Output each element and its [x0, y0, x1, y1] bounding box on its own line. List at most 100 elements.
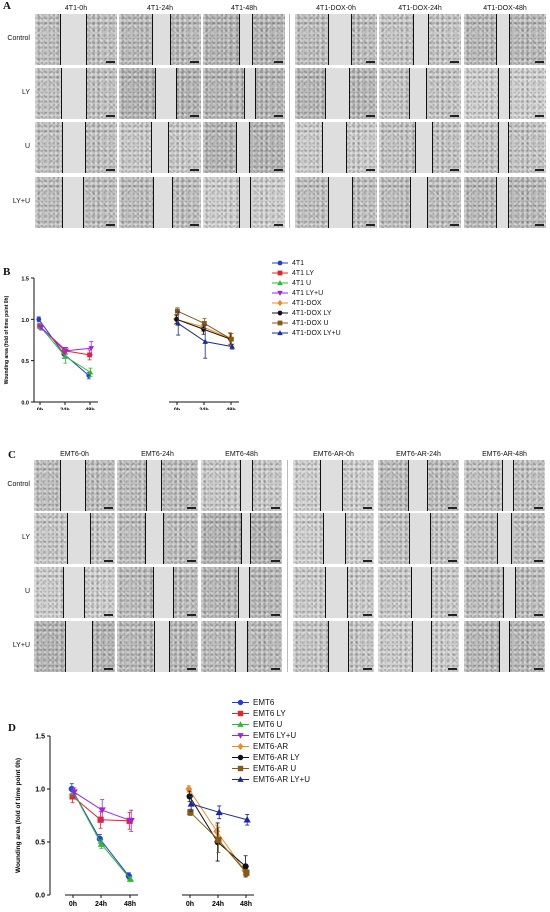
panel-d-letter: D — [8, 722, 16, 734]
wound-image-panel_a-0-5 — [464, 14, 546, 65]
legend-marker — [232, 699, 249, 706]
wound-image-panel_a-2-3 — [295, 122, 377, 173]
legend-item: EMT6-AR U — [232, 763, 310, 774]
legend-symbol — [277, 260, 283, 266]
data-point — [38, 325, 44, 331]
legend-item: EMT6 — [232, 697, 310, 708]
wound-image-panel_a-2-5 — [464, 122, 546, 173]
wound-image-panel_a-3-2 — [203, 177, 285, 228]
wound-image-panel_a-3-5 — [464, 177, 546, 228]
wound-image-panel_a-0-3 — [295, 14, 377, 65]
column-label: 4T1-DOX-48h — [483, 5, 527, 12]
wound-image-panel_c-3-3 — [293, 621, 374, 672]
column-label: EMT6-0h — [60, 451, 89, 458]
legend-marker — [232, 721, 249, 727]
data-point — [97, 816, 104, 823]
legend-symbol — [237, 754, 244, 761]
x-tick-label: 24h — [60, 408, 70, 411]
data-point — [87, 369, 94, 375]
wound-image-panel_a-3-3 — [295, 177, 377, 228]
data-point — [62, 348, 67, 354]
legend-marker — [272, 260, 288, 266]
legend-label: 4T1-DOX U — [292, 319, 329, 327]
legend-symbol — [237, 733, 244, 739]
wound-image-panel_c-2-5 — [464, 567, 545, 618]
group-divider — [287, 460, 288, 672]
data-point — [202, 338, 208, 344]
data-point — [126, 875, 134, 882]
wound-image-panel_c-0-3 — [293, 460, 374, 511]
x-tick-label: 24h — [212, 901, 224, 908]
data-point — [97, 840, 105, 847]
legend-item: 4T1 U — [272, 278, 341, 288]
data-point — [88, 346, 94, 352]
column-label: 4T1-DOX-0h — [316, 5, 356, 12]
column-label: EMT6-AR-24h — [396, 451, 441, 458]
legend-marker — [232, 754, 249, 761]
wound-image-panel_c-3-0 — [34, 621, 115, 672]
column-label: EMT6-24h — [141, 451, 174, 458]
legend-marker — [272, 280, 288, 286]
wound-image-panel_a-0-4 — [379, 14, 461, 65]
legend-label: 4T1-DOX LY — [292, 309, 332, 317]
y-axis-label: Wounding area (fold of time point 0h) — [15, 758, 22, 873]
data-point — [175, 320, 181, 326]
legend-label: EMT6-AR LY — [253, 753, 300, 762]
wound-image-panel_a-2-4 — [379, 122, 461, 173]
data-point — [242, 863, 249, 870]
group-divider — [289, 14, 290, 228]
column-label: 4T1-48h — [230, 5, 258, 12]
x-tick-label: 48h — [240, 901, 252, 908]
legend-symbol — [237, 776, 244, 782]
legend-symbol — [237, 765, 244, 772]
legend-symbol — [237, 699, 244, 706]
column-label: 4T1-DOX-24h — [398, 5, 442, 12]
legend-marker — [272, 299, 288, 307]
data-point — [63, 348, 69, 354]
legend-item: 4T1-DOX LY — [272, 308, 341, 318]
legend-label: EMT6-AR LY+U — [253, 775, 310, 784]
wound-image-panel_a-1-4 — [379, 68, 461, 119]
wound-image-panel_c-3-1 — [117, 621, 198, 672]
row-label: LY+U — [12, 197, 30, 205]
x-tick-label: 48h — [85, 408, 95, 411]
row-label: Control — [7, 480, 30, 488]
legend-item: EMT6 U — [232, 719, 310, 730]
wound-image-panel_c-2-1 — [117, 567, 198, 618]
legend-item: 4T1 — [272, 258, 341, 268]
wound-image-panel_a-2-0 — [35, 122, 117, 173]
data-point — [185, 784, 193, 794]
x-tick-label: 0h — [37, 408, 44, 411]
data-point — [36, 316, 42, 322]
legend-item: 4T1-DOX U — [272, 318, 341, 328]
data-point — [243, 869, 250, 876]
wound-image-panel_c-0-4 — [378, 460, 459, 511]
legend-item: 4T1 LY+U — [272, 288, 341, 298]
wound-image-panel_a-1-5 — [464, 68, 546, 119]
legend-label: 4T1 U — [292, 279, 312, 287]
data-point — [243, 816, 251, 823]
legend-marker — [232, 733, 249, 739]
panel-a-letter: A — [3, 0, 11, 12]
row-label: U — [24, 587, 30, 595]
column-label: EMT6-AR-0h — [313, 451, 354, 458]
y-tick-label: 1.0 — [35, 787, 45, 794]
column-label: 4T1-24h — [146, 5, 174, 12]
panel-b-chart: 0.0 0.5 1.0 1.5 Wounding area (fold of time … — [4, 277, 239, 411]
row-label: LY — [21, 533, 30, 541]
legend-marker — [232, 742, 249, 751]
legend-item: 4T1 LY — [272, 268, 341, 278]
panel-b-legend: 4T1 4T1 LY 4T1 U 4T1 LY+U 4T1-DOX 4T1-DOX LY 4… — [272, 258, 341, 338]
wound-image-panel_c-2-0 — [34, 567, 115, 618]
y-tick-label: 0.0 — [35, 893, 45, 900]
y-tick-label: 0.0 — [21, 401, 29, 407]
legend-label: 4T1-DOX — [292, 299, 322, 307]
y-axis-label: Wounding area (fold of time point 0h) — [4, 295, 10, 384]
legend-label: EMT6 — [253, 698, 275, 707]
wound-image-panel_c-1-2 — [201, 513, 282, 564]
data-point — [202, 321, 207, 326]
wound-image-panel_c-0-2 — [201, 460, 282, 511]
legend-label: EMT6 LY — [253, 709, 286, 718]
row-label: U — [24, 142, 30, 150]
legend-item: EMT6-AR — [232, 741, 310, 752]
